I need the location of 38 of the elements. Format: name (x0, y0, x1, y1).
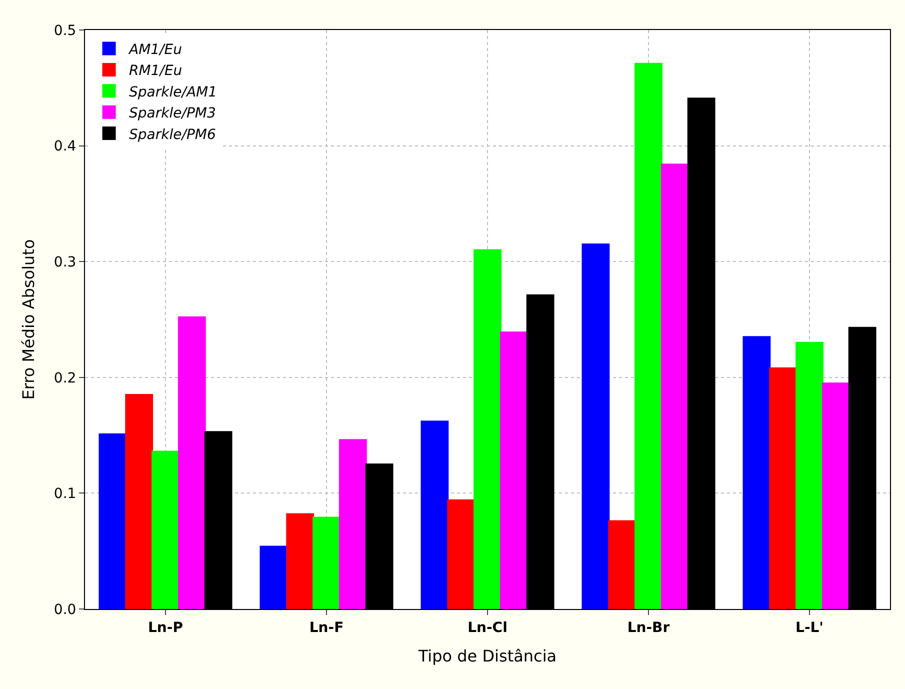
x-tick-label: Ln-Cl (468, 620, 508, 636)
bar (500, 331, 528, 609)
legend-label: Sparkle/PM6 (129, 126, 216, 143)
legend-label: Sparkle/PM3 (129, 106, 216, 122)
bar (822, 382, 850, 609)
x-tick-label: L-L' (796, 620, 824, 636)
y-tick-label: 0.4 (54, 138, 76, 155)
bar (634, 62, 662, 609)
y-tick-label: 0.1 (54, 486, 76, 502)
y-tick-label: 0.3 (54, 254, 76, 270)
x-tick-label: Ln-F (309, 620, 344, 636)
y-axis-title: Erro Médio Absoluto (18, 239, 38, 400)
bar (286, 513, 314, 609)
bar (582, 243, 610, 609)
bar (608, 520, 636, 609)
bar (98, 433, 127, 609)
x-tick-label: Ln-Br (627, 620, 670, 636)
bar (260, 546, 288, 609)
y-tick-label: 0.5 (54, 22, 76, 39)
legend-label: AM1/Eu (128, 42, 182, 58)
bar (769, 367, 798, 609)
bar (420, 420, 449, 609)
bar (152, 450, 180, 609)
legend-label: RM1/Eu (129, 63, 182, 80)
bar (338, 439, 367, 609)
bar (660, 164, 689, 609)
x-tick-label: Ln-P (148, 620, 183, 636)
bar (125, 394, 154, 609)
bar (474, 249, 502, 609)
y-tick-label: 0.2 (54, 370, 76, 386)
bar (796, 342, 824, 609)
legend-label: Sparkle/AM1 (129, 84, 218, 100)
y-tick-label: 0.0 (54, 602, 76, 618)
bar (178, 316, 206, 609)
bar (312, 516, 340, 609)
x-axis-title: Tipo de Distância (417, 646, 557, 666)
bar (742, 336, 771, 609)
bar (447, 499, 476, 609)
